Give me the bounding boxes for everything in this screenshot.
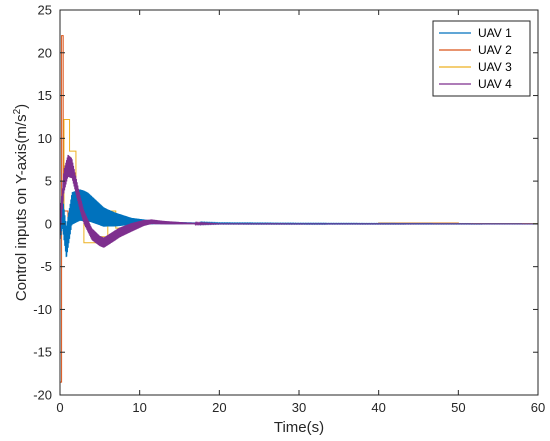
x-tick-label: 30 (292, 400, 306, 415)
x-tick-label: 20 (212, 400, 226, 415)
axis-ticks (59, 9, 539, 396)
y-tick-label: 25 (38, 3, 52, 18)
y-tick-label: 20 (38, 45, 52, 60)
y-tick-label: 15 (38, 88, 52, 103)
y-axis-title-main: Control inputs on Y-axis(m/s (13, 114, 30, 301)
x-tick-labels: 0 10 20 30 40 50 60 (56, 400, 545, 415)
y-tick-label: 10 (38, 131, 52, 146)
y-tick-label: -5 (40, 259, 52, 274)
x-axis-title: Time(s) (274, 419, 324, 436)
legend-label: UAV 2 (478, 43, 512, 57)
y-tick-label: 5 (45, 174, 52, 189)
y-axis-title-superscript: 2 (12, 108, 23, 114)
x-tick-label: 50 (451, 400, 465, 415)
x-tick-label: 0 (56, 400, 63, 415)
legend-label: UAV 1 (478, 26, 512, 40)
y-axis-title: Control inputs on Y-axis(m/s2) (12, 104, 30, 301)
series-line-4 (60, 154, 538, 248)
legend-label: UAV 4 (478, 77, 512, 91)
y-tick-label: -15 (33, 345, 52, 360)
legend: UAV 1 UAV 2 UAV 3 UAV 4 (432, 20, 531, 97)
y-tick-label: -20 (33, 388, 52, 403)
legend-label: UAV 3 (478, 60, 512, 74)
y-tick-labels: -20 -15 -10 -5 0 5 10 15 20 25 (33, 3, 52, 403)
x-tick-label: 10 (132, 400, 146, 415)
y-tick-label: 0 (45, 216, 52, 231)
x-tick-label: 40 (371, 400, 385, 415)
y-axis-title-end: ) (13, 104, 30, 109)
series-layer (60, 35, 538, 383)
y-tick-label: -10 (33, 302, 52, 317)
x-tick-label: 60 (531, 400, 545, 415)
